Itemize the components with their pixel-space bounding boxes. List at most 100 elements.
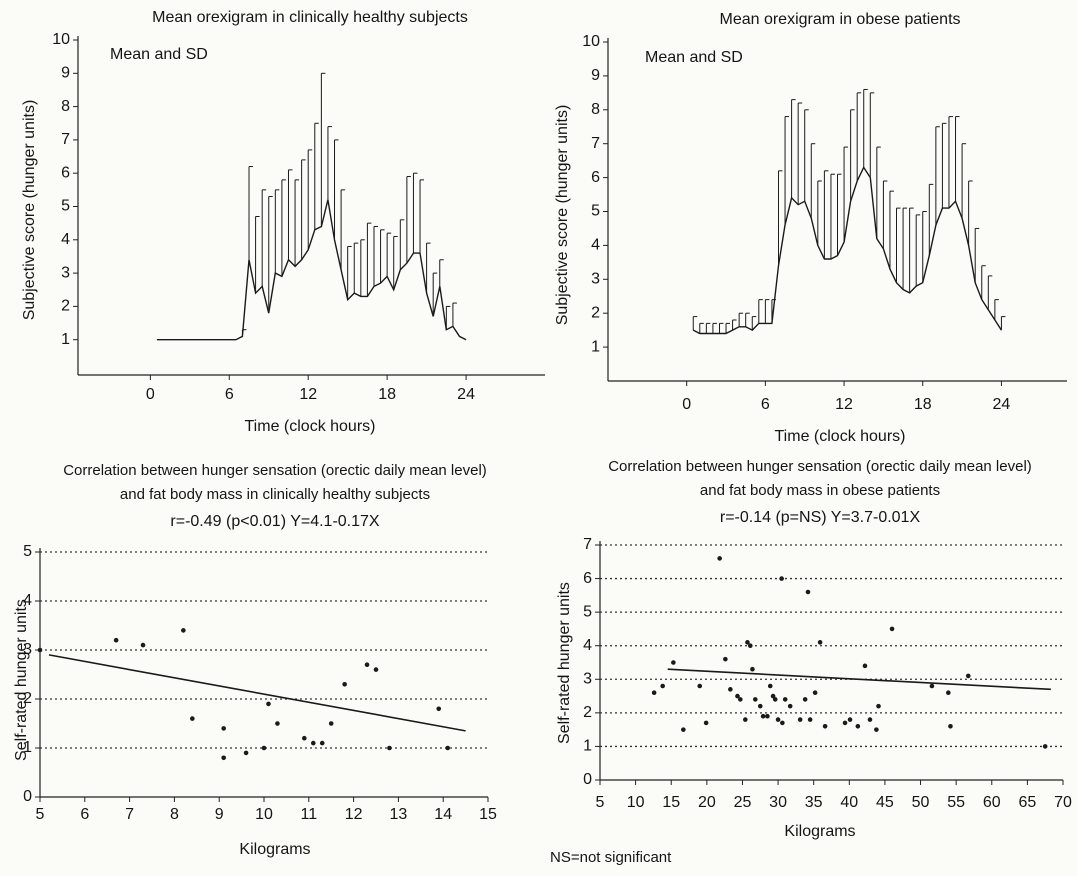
x-tick-label: 70: [1054, 794, 1072, 811]
y-tick-label: 0: [583, 771, 592, 788]
x-tick-label: 18: [914, 396, 932, 413]
annotation: Mean and SD: [110, 46, 208, 63]
point: [738, 697, 743, 702]
point: [342, 682, 347, 687]
y-axis-label: Subjective score (hunger units): [554, 105, 571, 326]
point: [671, 660, 676, 665]
y-tick-label: 7: [583, 536, 592, 553]
y-tick-label: 2: [61, 298, 70, 315]
point: [743, 717, 748, 722]
chart-title: and fat body mass in obese patients: [700, 482, 940, 499]
point: [787, 703, 793, 709]
y-tick-label: 7: [61, 131, 70, 148]
y-tick-label: 4: [583, 637, 592, 654]
point: [760, 713, 766, 719]
x-tick-label: 0: [146, 386, 155, 403]
y-tick-label: 0: [23, 788, 32, 805]
y-tick-label: 2: [583, 704, 592, 721]
x-axis-label: Kilograms: [784, 823, 855, 840]
x-tick-label: 18: [378, 386, 396, 403]
x-axis-label: Kilograms: [239, 841, 310, 858]
y-tick-label: 5: [583, 603, 592, 620]
point: [445, 745, 450, 751]
x-tick-label: 6: [761, 396, 770, 413]
x-tick-label: 25: [734, 794, 752, 811]
point: [812, 690, 818, 696]
x-axis-label: Time (clock hours): [245, 418, 376, 435]
x-tick-label: 24: [993, 396, 1011, 413]
point: [302, 735, 307, 741]
point: [782, 697, 788, 702]
chart-title: Mean orexigram in obese patients: [719, 11, 960, 28]
point: [703, 720, 709, 726]
x-tick-label: 5: [36, 806, 45, 823]
point: [660, 683, 665, 689]
y-tick-label: 10: [52, 31, 70, 48]
point: [387, 745, 392, 751]
x-tick-label: 6: [80, 806, 89, 823]
x-tick-label: 9: [215, 806, 224, 823]
point: [221, 726, 226, 731]
x-tick-label: 65: [1018, 794, 1036, 811]
y-tick-label: 5: [61, 198, 70, 215]
point: [855, 723, 861, 729]
mean-line: [692, 165, 1002, 335]
x-tick-label: 6: [225, 386, 234, 403]
point: [889, 626, 895, 632]
point: [243, 750, 249, 756]
x-tick-label: 35: [805, 794, 823, 811]
point: [867, 717, 873, 722]
point: [752, 697, 758, 702]
point: [862, 663, 868, 669]
y-tick-label: 5: [23, 543, 32, 560]
x-tick-label: 40: [840, 794, 858, 811]
point: [181, 628, 186, 633]
point: [37, 647, 43, 653]
y-tick-label: 10: [582, 33, 600, 50]
chart-title: Correlation between hunger sensation (or…: [63, 462, 487, 479]
chart-title: Mean orexigram in clinically healthy sub…: [152, 9, 468, 26]
x-tick-label: 20: [698, 794, 716, 811]
x-tick-label: 15: [662, 794, 680, 811]
x-tick-label: 0: [682, 396, 691, 413]
y-tick-label: 3: [591, 271, 600, 288]
point: [775, 717, 781, 722]
x-tick-label: 10: [627, 794, 645, 811]
x-tick-label: 55: [947, 794, 965, 811]
y-tick-label: 4: [591, 237, 600, 254]
point: [113, 637, 119, 643]
point: [328, 721, 334, 726]
point: [780, 720, 785, 726]
y-tick-label: 4: [23, 592, 32, 609]
point: [261, 745, 267, 751]
point: [681, 727, 686, 732]
y-tick-label: 3: [61, 264, 70, 281]
point: [946, 690, 951, 696]
point: [874, 727, 879, 732]
point: [770, 693, 776, 699]
point: [929, 683, 935, 689]
x-tick-label: 50: [912, 794, 930, 811]
point: [750, 666, 755, 672]
point: [772, 697, 778, 702]
point: [802, 697, 808, 702]
point: [1042, 744, 1048, 749]
point: [876, 703, 881, 709]
mean-line: [156, 199, 467, 341]
y-tick-label: 6: [591, 169, 600, 186]
point: [221, 755, 226, 761]
x-tick-label: 15: [479, 806, 497, 823]
point: [697, 683, 703, 689]
point: [807, 717, 813, 722]
regression-line: [667, 668, 1051, 691]
x-tick-label: 45: [876, 794, 894, 811]
point: [965, 673, 971, 679]
x-tick-label: 12: [835, 396, 853, 413]
y-tick-label: 2: [23, 690, 32, 707]
x-tick-label: 7: [125, 806, 134, 823]
y-tick-label: 1: [591, 338, 600, 355]
y-tick-label: 1: [23, 739, 32, 756]
point: [747, 643, 753, 649]
point: [779, 576, 784, 581]
